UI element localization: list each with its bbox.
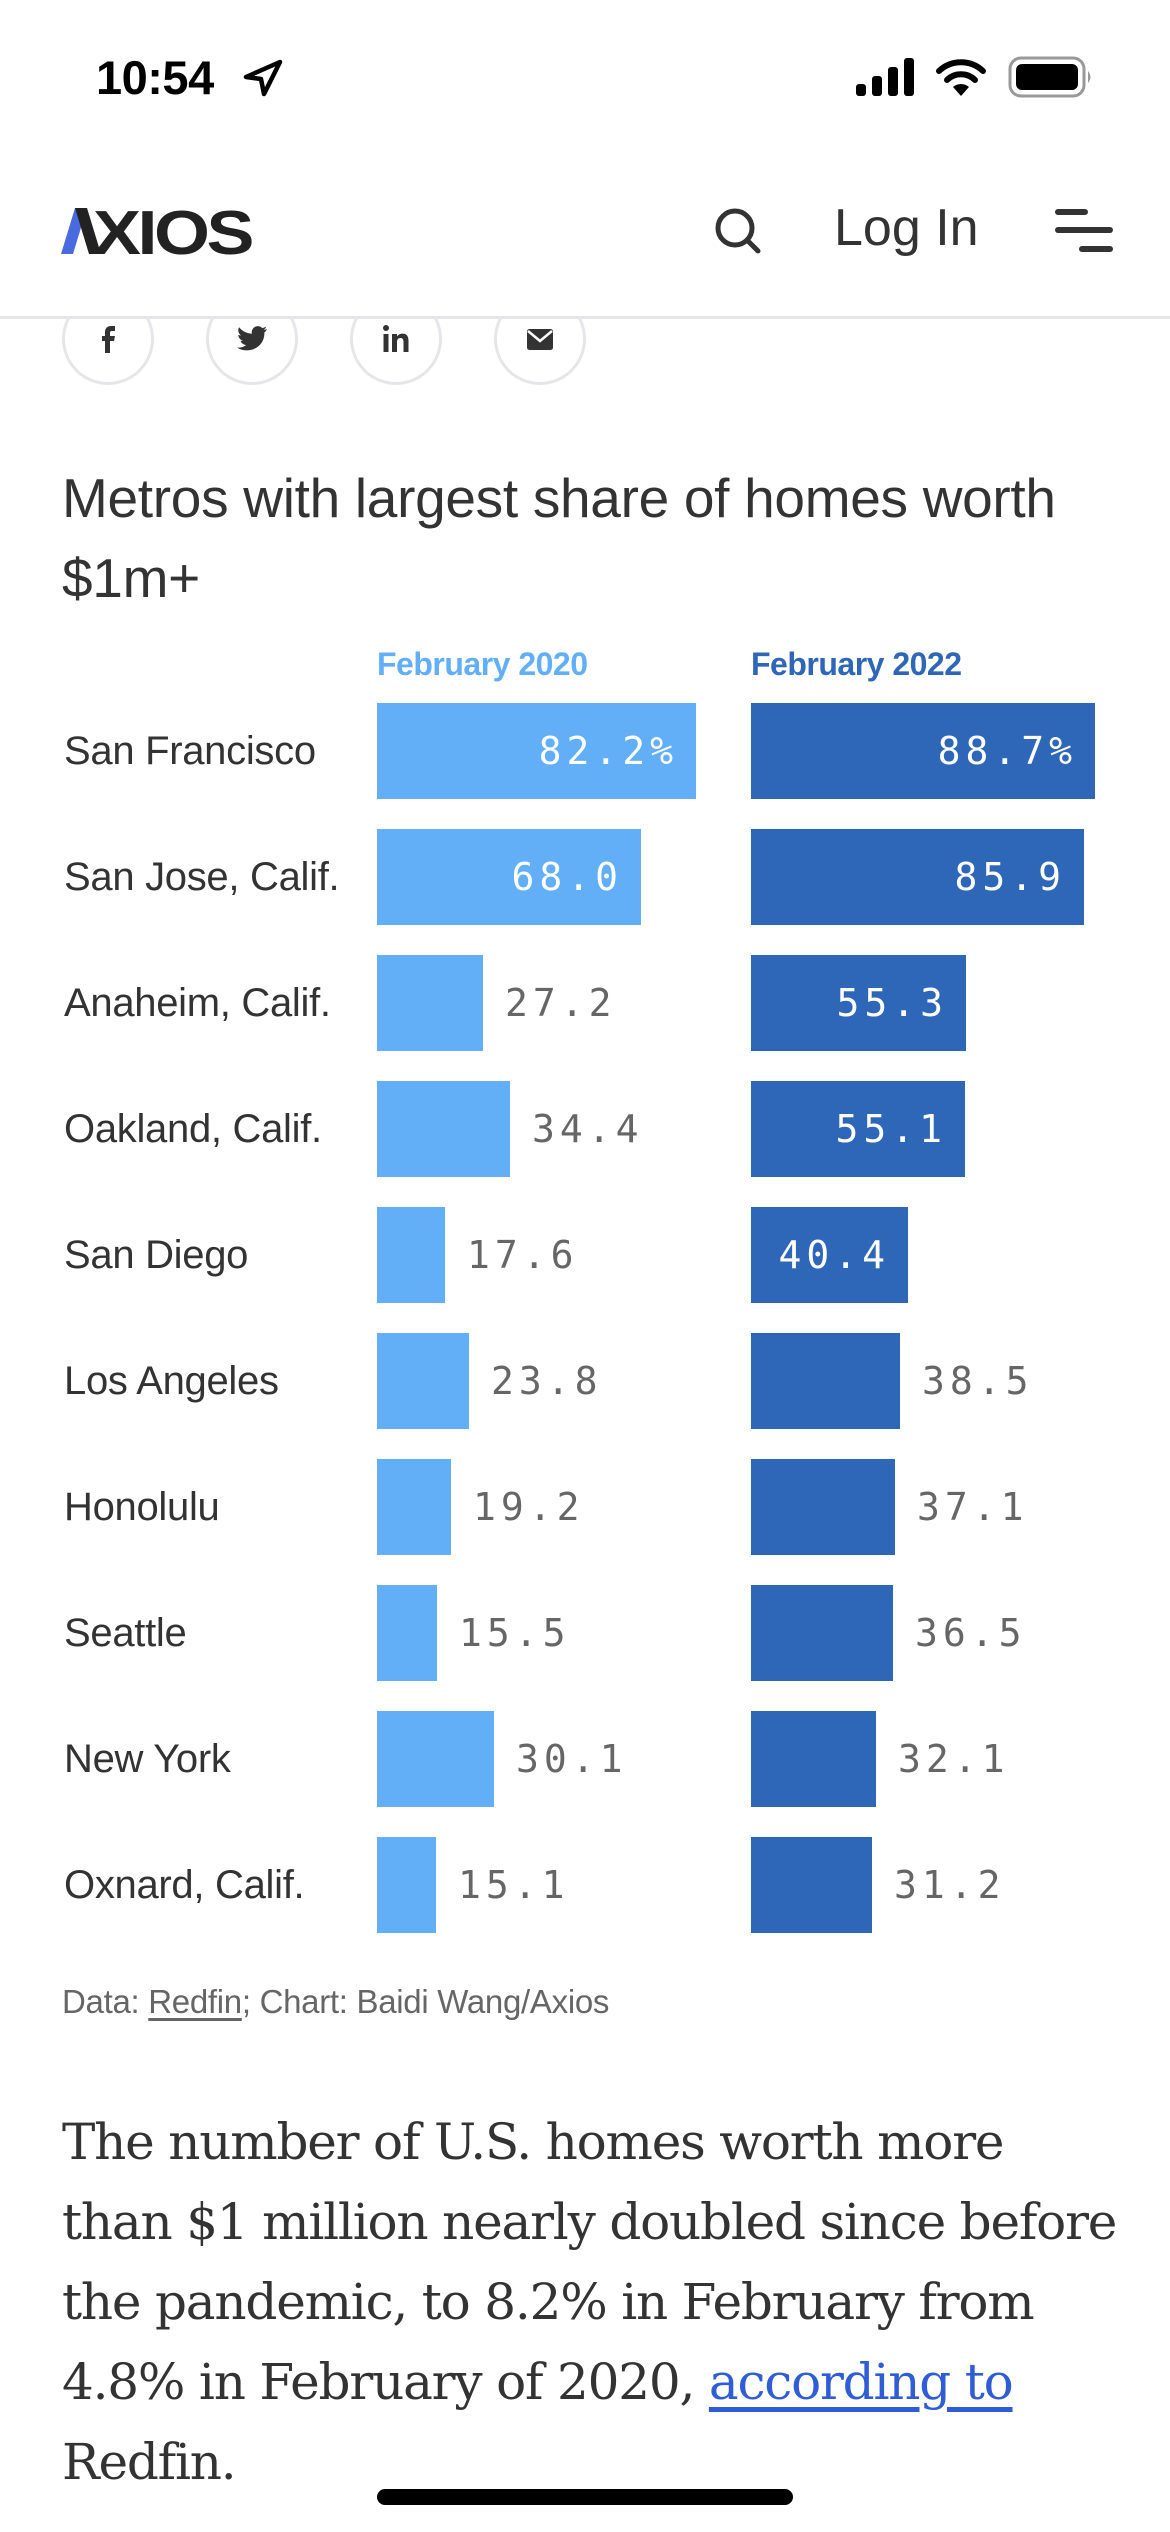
category-label: San Diego (64, 1233, 249, 1277)
bar-2020 (377, 1081, 510, 1177)
bar-2022 (751, 1585, 893, 1681)
cellular-signal-icon (856, 58, 914, 96)
bar-value-label: 31.2 (894, 1863, 1006, 1907)
bar-value-label: 17.6 (467, 1233, 579, 1277)
bar-value-label: 40.4 (778, 1233, 890, 1277)
category-label: Oakland, Calif. (64, 1107, 322, 1151)
chart-title: Metros with largest share of homes worth… (62, 467, 1056, 609)
battery-icon (1008, 56, 1091, 98)
bar-2022 (751, 1081, 965, 1177)
bar-2022 (751, 1459, 895, 1555)
bar-2020 (377, 1333, 469, 1429)
linkedin-icon (383, 325, 409, 352)
category-label: Honolulu (64, 1485, 220, 1529)
chart-source: Data: Redfin; Chart: Baidi Wang/Axios (62, 1980, 609, 2024)
share-facebook-button[interactable] (62, 319, 154, 385)
article-paragraph: The number of U.S. homes worth more than… (62, 2102, 1122, 2502)
bar-value-label: 34.4 (532, 1107, 644, 1151)
bar-2020 (377, 1207, 445, 1303)
series-label-2020: February 2020 (377, 646, 588, 682)
bar-2022 (751, 703, 1095, 799)
email-icon (527, 329, 553, 350)
login-button[interactable]: Log In (834, 199, 979, 257)
bar-value-label: 23.8 (491, 1359, 603, 1403)
bar-2022 (751, 1711, 876, 1807)
bar-value-label: 27.2 (505, 981, 617, 1025)
share-linkedin-button[interactable] (350, 319, 442, 385)
bar-value-label: 19.2 (473, 1485, 585, 1529)
share-twitter-button[interactable] (206, 319, 298, 385)
category-label: Los Angeles (64, 1359, 279, 1403)
bar-value-label: 15.1 (458, 1863, 570, 1907)
bar-value-label: 36.5 (915, 1611, 1027, 1655)
series-label-2022: February 2022 (751, 646, 962, 682)
status-time: 10:54 (96, 51, 214, 104)
axios-logo[interactable]: XIOS (61, 206, 253, 256)
source-prefix: Data: (62, 1983, 149, 2020)
menu-button[interactable] (1050, 200, 1116, 260)
wifi-icon (936, 59, 986, 96)
menu-icon (1055, 209, 1113, 252)
twitter-icon (237, 326, 267, 351)
bar-value-label: 30.1 (516, 1737, 628, 1781)
location-arrow-icon (243, 59, 283, 97)
bar-2020 (377, 1837, 436, 1933)
svg-text:XIOS: XIOS (93, 206, 252, 256)
bar-value-label: 82.2% (538, 729, 678, 773)
bar-value-label: 55.3 (836, 981, 948, 1025)
category-label: San Francisco (64, 729, 316, 773)
facebook-icon (102, 326, 115, 353)
bar-2020 (377, 1585, 437, 1681)
bar-2022 (751, 955, 966, 1051)
bar-2020 (377, 703, 696, 799)
bar-2020 (377, 1459, 451, 1555)
category-label: Anaheim, Calif. (64, 981, 331, 1025)
bar-2022 (751, 1207, 908, 1303)
bar-value-label: 85.9 (954, 855, 1066, 899)
bar-2022 (751, 1837, 872, 1933)
bar-2020 (377, 955, 483, 1051)
share-row (0, 319, 1170, 391)
bar-2020 (377, 1711, 494, 1807)
paragraph-end: Redfin. (62, 2433, 237, 2491)
source-redfin-link[interactable]: Redfin (148, 1983, 242, 2020)
bar-2022 (751, 1333, 900, 1429)
search-button[interactable] (708, 200, 768, 260)
category-label: San Jose, Calif. (64, 855, 340, 899)
category-label: Seattle (64, 1611, 187, 1655)
category-label: Oxnard, Calif. (64, 1863, 305, 1907)
source-suffix: ; Chart: Baidi Wang/Axios (241, 1983, 610, 2020)
paragraph-text: The number of U.S. homes worth more than… (62, 2113, 1117, 2411)
bar-value-label: 68.0 (511, 855, 623, 899)
header-divider (0, 316, 1170, 319)
bar-value-label: 38.5 (922, 1359, 1034, 1403)
bar-value-label: 88.7% (937, 729, 1077, 773)
bar-value-label: 15.5 (459, 1611, 571, 1655)
according-to-link[interactable]: according to (708, 2353, 1014, 2411)
category-label: New York (64, 1737, 231, 1781)
bar-value-label: 37.1 (917, 1485, 1029, 1529)
bar-2022 (751, 829, 1084, 925)
bar-value-label: 55.1 (835, 1107, 947, 1151)
home-indicator (377, 2489, 793, 2505)
bar-2020 (377, 829, 641, 925)
bar-value-label: 32.1 (898, 1737, 1010, 1781)
search-icon (715, 208, 761, 254)
share-email-button[interactable] (494, 319, 586, 385)
